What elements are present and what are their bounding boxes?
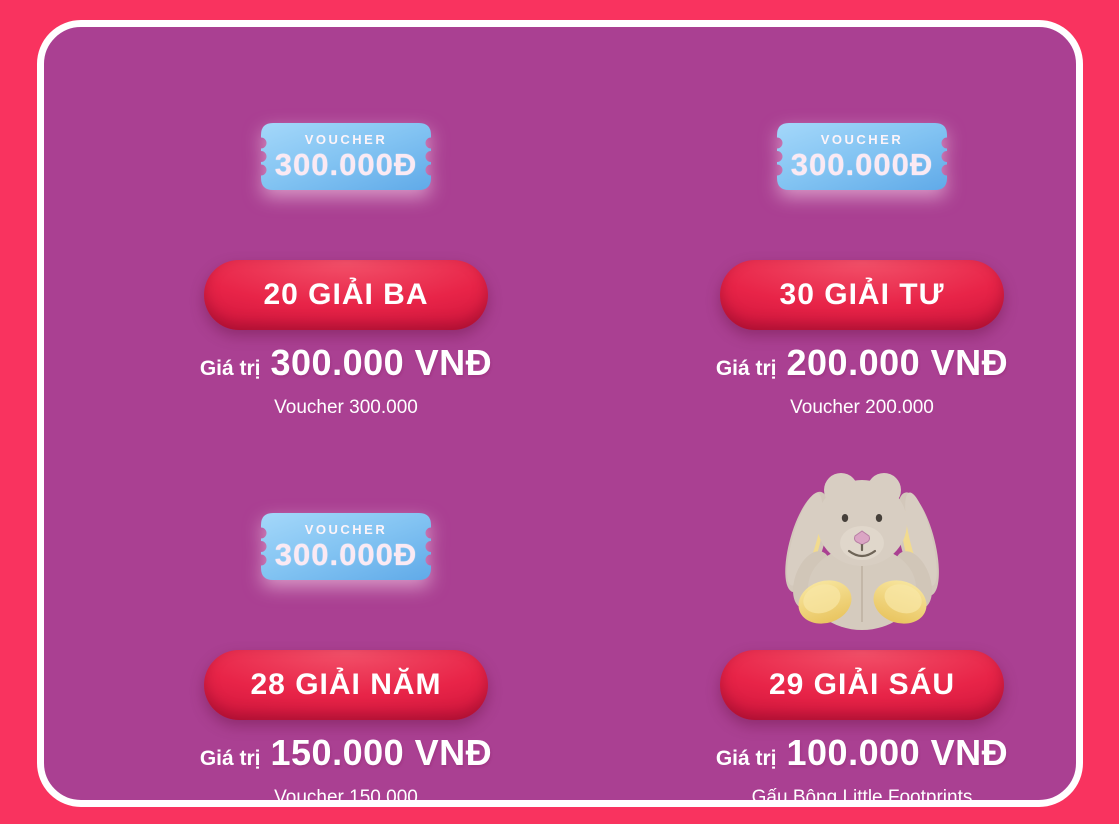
value-amount: 300.000 VNĐ [270,342,493,383]
prize-value-line: Giá trị 300.000 VNĐ [200,343,492,389]
prize-button-giai-sau[interactable]: 29 GIẢI SÁU [720,650,1004,720]
prize-button-giai-tu[interactable]: 30 GIẢI TƯ [720,260,1004,330]
value-label: Giá trị [199,747,261,770]
prize-button-giai-ba[interactable]: 20 GIẢI BA [204,260,488,330]
prize-button-giai-nam[interactable]: 28 GIẢI NĂM [204,650,488,720]
prizes-panel: VOUCHER 300.000Đ 20 GIẢI BA Giá trị 300.… [37,20,1083,810]
voucher-ticket-shape [261,512,431,580]
prize-media [775,461,950,631]
prize-media: VOUCHER 300.000Đ [777,71,947,241]
prize-subtitle: Voucher 200.000 [790,397,934,418]
voucher-word: VOUCHER [304,131,388,147]
prize-card-giai-sau: 29 GIẢI SÁU Giá trị 100.000 VNĐ Gấu Bông… [642,461,1082,810]
prize-card-giai-nam: VOUCHER 300.000Đ 28 GIẢI NĂM Giá trị 150… [126,461,566,810]
prize-subtitle: Gấu Bông Little Footprints [751,787,973,808]
voucher-ticket-image: VOUCHER 300.000Đ [777,122,947,190]
prize-subtitle: Voucher 300.000 [274,397,418,418]
prize-card-giai-ba: VOUCHER 300.000Đ 20 GIẢI BA Giá trị 300.… [126,71,566,420]
voucher-amount: 300.000Đ [274,146,418,182]
voucher-ticket-shape [261,122,431,190]
plush-bunny-image [784,473,939,630]
value-amount: 200.000 VNĐ [786,342,1009,383]
value-amount: 100.000 VNĐ [786,732,1009,773]
prize-card-giai-tu: VOUCHER 300.000Đ 30 GIẢI TƯ Giá trị 200.… [642,71,1082,420]
prize-media: VOUCHER 300.000Đ [261,461,431,631]
value-amount: 150.000 VNĐ [270,732,493,773]
prize-media: VOUCHER 300.000Đ [261,71,431,241]
value-label: Giá trị [199,357,261,380]
voucher-ticket-image: VOUCHER 300.000Đ [261,512,431,580]
voucher-word: VOUCHER [304,521,388,537]
prize-subtitle: Voucher 150.000 [274,787,418,808]
voucher-word: VOUCHER [820,131,904,147]
voucher-texts: VOUCHER 300.000Đ [777,123,947,190]
voucher-amount: 300.000Đ [790,146,934,182]
prize-value-line: Giá trị 200.000 VNĐ [716,343,1008,389]
value-label: Giá trị [715,747,777,770]
voucher-ticket-shape [777,122,947,190]
value-label: Giá trị [715,357,777,380]
voucher-texts: VOUCHER 300.000Đ [261,513,431,580]
prize-value-line: Giá trị 150.000 VNĐ [200,733,492,779]
prize-value-line: Giá trị 100.000 VNĐ [716,733,1008,779]
voucher-amount: 300.000Đ [274,536,418,572]
voucher-texts: VOUCHER 300.000Đ [261,123,431,190]
voucher-ticket-image: VOUCHER 300.000Đ [261,122,431,190]
